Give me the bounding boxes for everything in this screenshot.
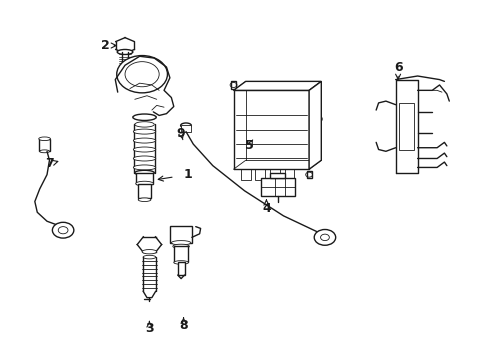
Bar: [269, 169, 279, 180]
Polygon shape: [233, 81, 321, 90]
Polygon shape: [308, 81, 321, 169]
Bar: [241, 169, 250, 180]
Bar: [136, 173, 153, 184]
Ellipse shape: [40, 150, 49, 153]
Ellipse shape: [133, 138, 156, 143]
Circle shape: [117, 55, 167, 93]
Bar: [181, 125, 190, 132]
Text: 6: 6: [393, 60, 402, 73]
Polygon shape: [231, 81, 236, 89]
Ellipse shape: [173, 261, 188, 264]
Text: 3: 3: [145, 322, 153, 335]
Polygon shape: [260, 178, 294, 196]
Text: 7: 7: [45, 157, 54, 170]
Ellipse shape: [135, 170, 154, 175]
Ellipse shape: [133, 147, 156, 152]
Ellipse shape: [133, 156, 156, 161]
Ellipse shape: [135, 122, 154, 127]
Bar: [39, 139, 50, 151]
Text: 5: 5: [244, 139, 253, 152]
Ellipse shape: [133, 129, 156, 134]
Bar: [255, 169, 264, 180]
Circle shape: [320, 234, 329, 240]
Text: 8: 8: [179, 319, 187, 332]
Text: 2: 2: [101, 39, 110, 52]
Ellipse shape: [117, 49, 133, 54]
Circle shape: [52, 222, 74, 238]
Text: 4: 4: [262, 202, 270, 215]
Ellipse shape: [180, 123, 191, 128]
Bar: [173, 246, 188, 262]
Ellipse shape: [39, 137, 50, 140]
Bar: [270, 173, 285, 178]
Bar: [138, 184, 151, 198]
Text: 9: 9: [177, 127, 185, 140]
Circle shape: [314, 229, 335, 245]
Ellipse shape: [133, 165, 156, 170]
Ellipse shape: [133, 114, 156, 121]
Bar: [177, 262, 184, 275]
Bar: [170, 226, 191, 243]
Ellipse shape: [142, 249, 157, 254]
Circle shape: [58, 226, 68, 234]
Bar: [284, 169, 294, 180]
Circle shape: [125, 62, 159, 87]
Ellipse shape: [138, 198, 151, 202]
Ellipse shape: [171, 240, 190, 245]
Bar: [398, 103, 413, 149]
Polygon shape: [306, 171, 311, 178]
Ellipse shape: [143, 255, 156, 259]
Ellipse shape: [136, 181, 153, 186]
Ellipse shape: [172, 244, 189, 248]
Text: 1: 1: [183, 168, 192, 181]
